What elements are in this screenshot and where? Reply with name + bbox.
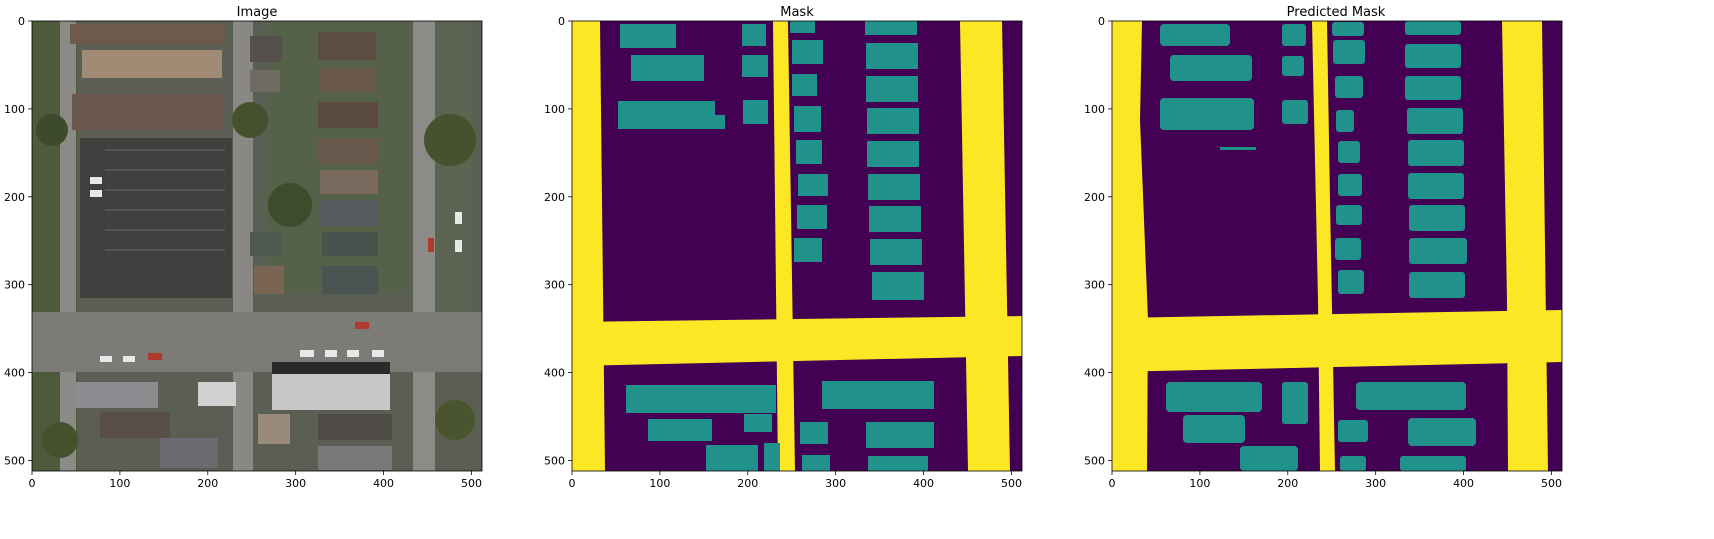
y-tick-label: 500 xyxy=(4,454,25,467)
x-tick-label: 100 xyxy=(649,477,670,490)
x-tick-label: 0 xyxy=(29,477,36,490)
y-tick-label: 200 xyxy=(544,191,565,204)
y-tick-label: 0 xyxy=(18,15,25,28)
y-tick-label: 300 xyxy=(544,279,565,292)
y-tick-label: 200 xyxy=(1084,191,1105,204)
x-tick-label: 0 xyxy=(569,477,576,490)
y-tick-label: 100 xyxy=(544,103,565,116)
x-tick-label: 0 xyxy=(1109,477,1116,490)
aerial-image xyxy=(32,21,482,471)
x-tick-label: 100 xyxy=(1189,477,1210,490)
y-tick-label: 500 xyxy=(1084,454,1105,467)
x-tick-label: 500 xyxy=(1001,477,1022,490)
panel-title: Predicted Mask xyxy=(1287,5,1386,20)
y-tick-label: 100 xyxy=(4,103,25,116)
y-tick-label: 400 xyxy=(4,367,25,380)
x-tick-label: 400 xyxy=(373,477,394,490)
y-tick-label: 400 xyxy=(1084,367,1105,380)
x-tick-label: 200 xyxy=(1277,477,1298,490)
panel-title: Mask xyxy=(780,5,814,20)
y-tick-label: 0 xyxy=(558,15,565,28)
y-tick-label: 100 xyxy=(1084,103,1105,116)
panel-title: Image xyxy=(237,5,278,20)
x-tick-label: 100 xyxy=(109,477,130,490)
x-tick-label: 300 xyxy=(285,477,306,490)
y-tick-label: 400 xyxy=(544,367,565,380)
panel-image: Image xyxy=(31,5,483,472)
axes-ticks: 0 100 200 300 400 500 0 100 200 300 400 500 0 100 200 3… xyxy=(4,15,1562,490)
x-tick-label: 200 xyxy=(737,477,758,490)
x-tick-label: 400 xyxy=(1453,477,1474,490)
y-tick-label: 300 xyxy=(4,279,25,292)
y-tick-label: 0 xyxy=(1098,15,1105,28)
x-tick-label: 500 xyxy=(1541,477,1562,490)
panel-mask: Mask xyxy=(571,5,1023,472)
x-tick-label: 200 xyxy=(197,477,218,490)
x-tick-label: 300 xyxy=(825,477,846,490)
x-tick-label: 500 xyxy=(461,477,482,490)
predicted-mask-image xyxy=(1112,21,1562,471)
y-tick-label: 300 xyxy=(1084,279,1105,292)
x-tick-label: 300 xyxy=(1365,477,1386,490)
panel-predicted-mask: Predicted Mask xyxy=(1111,5,1563,472)
y-tick-label: 500 xyxy=(544,454,565,467)
mask-image xyxy=(572,21,1022,471)
x-tick-label: 400 xyxy=(913,477,934,490)
y-tick-label: 200 xyxy=(4,191,25,204)
